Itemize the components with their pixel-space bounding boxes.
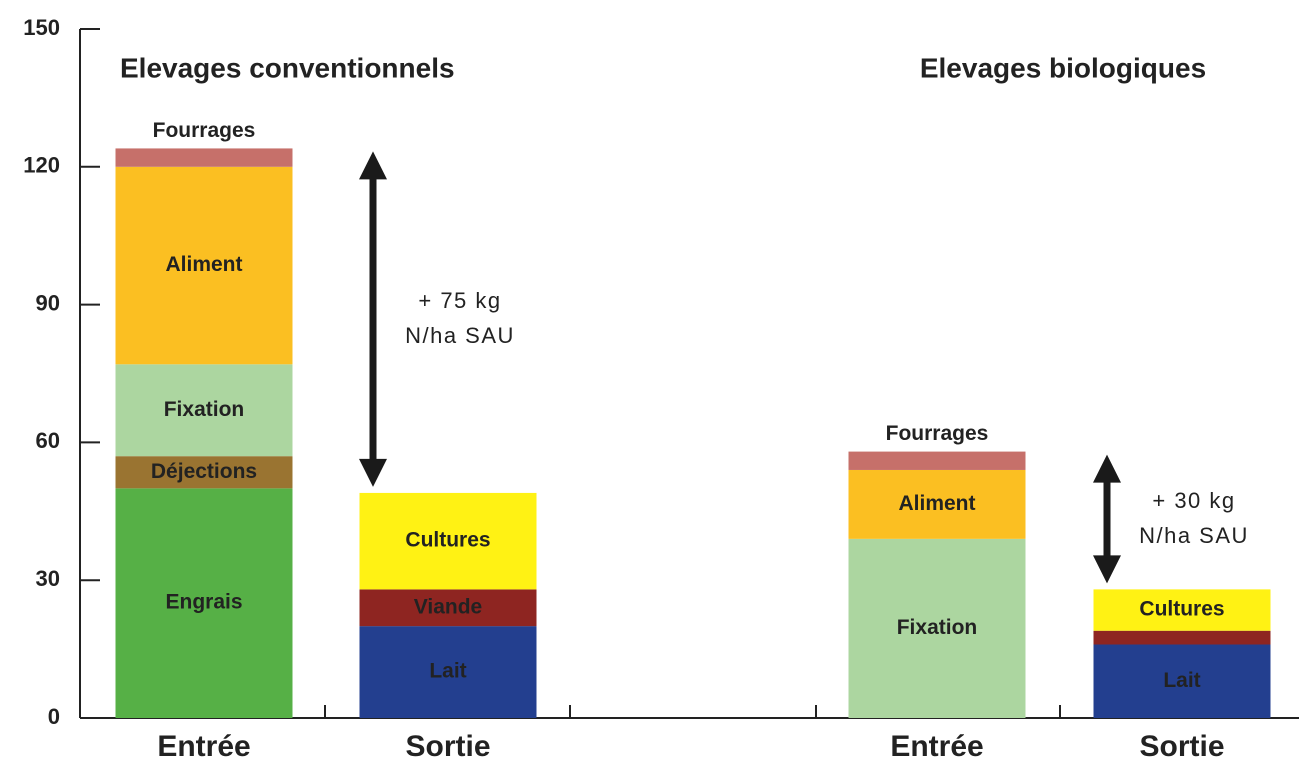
y-tick-label: 30: [36, 566, 60, 591]
segment-label: Viande: [414, 595, 482, 618]
segment-label: Lait: [1163, 669, 1200, 692]
segment-label: Engrais: [165, 591, 242, 614]
segment-label: Cultures: [1139, 598, 1224, 621]
y-tick-label: 120: [23, 153, 60, 178]
segment-label: Fourrages: [153, 119, 256, 142]
annotation: + 30 kg: [1152, 488, 1235, 513]
y-tick-label: 150: [23, 15, 60, 40]
segment-label: Cultures: [405, 529, 490, 552]
arrow-head: [359, 459, 387, 487]
chart: 0 30 60 90 120 150 Elevages conventionnels Entr…: [0, 0, 1299, 763]
arrow-head: [1093, 455, 1121, 483]
group-title: Elevages biologiques: [920, 52, 1206, 83]
arrow-head: [359, 151, 387, 179]
segment-label: Fixation: [897, 616, 978, 639]
bar-segment: [1094, 631, 1271, 645]
segment-label: Déjections: [151, 460, 257, 483]
segment-label: Lait: [429, 660, 466, 683]
segment-label: Aliment: [165, 253, 242, 276]
x-tick-label: Entrée: [890, 730, 983, 763]
segment-label: Fixation: [164, 398, 245, 421]
x-tick-label: Entrée: [157, 730, 250, 763]
bar-segment: [849, 452, 1026, 470]
annotation: + 75 kg: [418, 288, 501, 313]
y-tick-label: 90: [36, 290, 60, 315]
bar-segment: [116, 148, 293, 166]
annotation: N/ha SAU: [405, 323, 515, 348]
y-tick-label: 0: [48, 704, 60, 729]
group-title: Elevages conventionnels: [120, 52, 455, 83]
annotation: N/ha SAU: [1139, 523, 1249, 548]
x-tick-label: Sortie: [1139, 730, 1224, 763]
x-tick-label: Sortie: [405, 730, 490, 763]
y-tick-label: 60: [36, 428, 60, 453]
arrow-head: [1093, 555, 1121, 583]
segment-label: Fourrages: [886, 422, 989, 445]
segment-label: Aliment: [898, 492, 975, 515]
